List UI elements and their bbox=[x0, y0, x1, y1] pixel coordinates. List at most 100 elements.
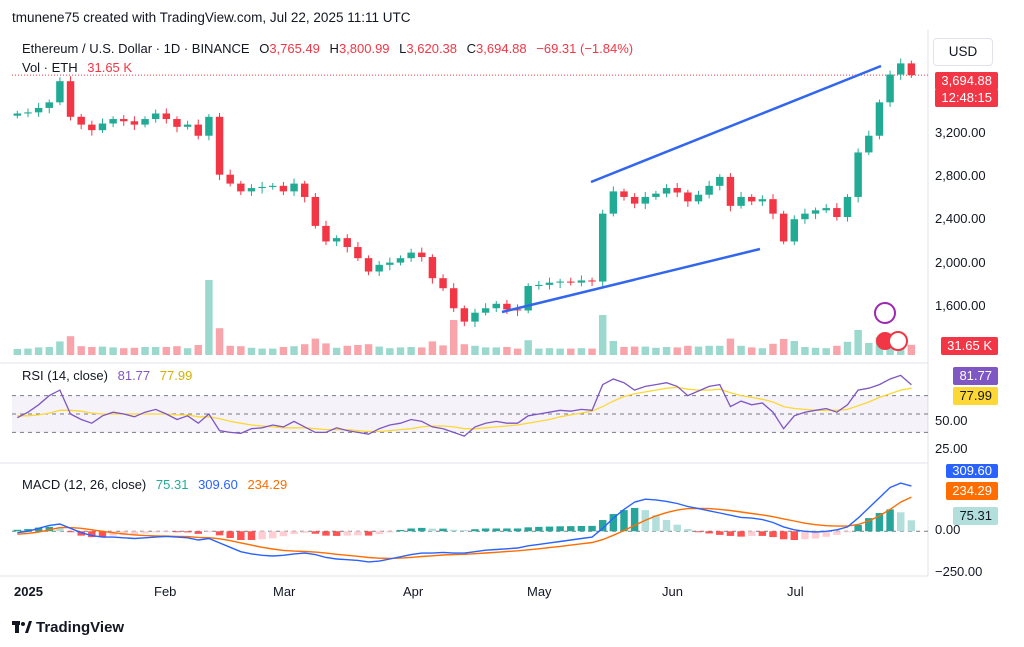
volume-bar bbox=[66, 336, 75, 355]
candle-body bbox=[56, 81, 64, 103]
volume-bar bbox=[322, 343, 330, 355]
macd-legend: MACD (12, 26, close) 75.31 309.60 234.29 bbox=[22, 477, 287, 492]
close-value: 3,694.88 bbox=[476, 41, 527, 56]
candle-body bbox=[77, 116, 85, 125]
candle-body bbox=[45, 102, 53, 108]
volume-bar bbox=[375, 346, 383, 355]
volume-bar bbox=[513, 348, 522, 355]
macd-histogram-bar bbox=[779, 531, 788, 540]
volume-bar bbox=[865, 343, 873, 355]
macd-histogram-bar bbox=[183, 531, 192, 533]
rsi-value: 81.77 bbox=[117, 368, 151, 383]
macd-histogram-bar bbox=[300, 531, 309, 533]
macd-histogram-bar bbox=[833, 531, 841, 535]
price-axis-label-3200: 3,200.00 bbox=[935, 125, 986, 140]
macd-histogram-bar bbox=[13, 529, 22, 532]
candle-body bbox=[545, 282, 554, 285]
macd-histogram-bar bbox=[45, 526, 53, 532]
volume-bar bbox=[567, 348, 575, 355]
volume-bar bbox=[141, 347, 149, 355]
candle-body bbox=[652, 193, 660, 197]
candle-body bbox=[396, 258, 405, 263]
volume-bar bbox=[13, 349, 22, 355]
macd-histogram-bar bbox=[226, 531, 234, 538]
volume-bar bbox=[737, 345, 745, 355]
volume-bar bbox=[790, 341, 799, 355]
macd-histogram-bar bbox=[205, 531, 213, 533]
candle-body bbox=[598, 213, 607, 282]
macd-histogram-bar bbox=[747, 531, 756, 536]
macd-axis-label-neg250: −250.00 bbox=[935, 564, 983, 579]
rsi-label: RSI (14, close) bbox=[22, 368, 108, 383]
volume-bar bbox=[535, 348, 543, 355]
symbol-name: Ethereum / U.S. Dollar · 1D · BINANCE bbox=[22, 41, 250, 56]
price-axis-label-2800: 2,800.00 bbox=[935, 168, 986, 183]
rsi-axis-label-25: 25.00 bbox=[935, 441, 968, 456]
volume-bar bbox=[407, 347, 415, 355]
macd-histogram-bar bbox=[471, 529, 479, 532]
macd-histogram-bar bbox=[907, 520, 916, 532]
volume-bar bbox=[439, 345, 447, 355]
macd-histogram-bar bbox=[726, 531, 735, 536]
legend-symbol: Ethereum / U.S. Dollar · 1D · BINANCE O3… bbox=[22, 41, 633, 56]
month-label-2025: 2025 bbox=[14, 584, 43, 599]
volume-bar bbox=[769, 343, 777, 355]
macd-histogram-bar bbox=[684, 529, 692, 532]
candle-body bbox=[747, 196, 756, 202]
macd-histogram-bar bbox=[98, 531, 107, 538]
macd-histogram-bar bbox=[354, 531, 362, 536]
macd-histogram-bar bbox=[56, 527, 64, 532]
candle-body bbox=[588, 280, 596, 282]
macd-histogram-bar bbox=[141, 531, 149, 534]
price-axis-label-2000: 2,000.00 bbox=[935, 255, 986, 270]
volume-bar bbox=[386, 348, 394, 355]
macd-histogram-bar bbox=[173, 531, 181, 533]
rsi-ma-tag: 77.99 bbox=[953, 387, 998, 405]
candle-body bbox=[854, 152, 862, 197]
volume-tag: 31.65 K bbox=[941, 337, 998, 355]
candle-body bbox=[577, 280, 586, 283]
macd-histogram-bar bbox=[386, 531, 394, 533]
macd-histogram-bar bbox=[428, 528, 437, 532]
macd-histogram-bar bbox=[332, 531, 341, 536]
candle-body bbox=[449, 288, 458, 309]
volume-bar bbox=[418, 347, 426, 355]
high-value: 3,800.99 bbox=[338, 41, 390, 56]
macd-histogram-bar bbox=[545, 526, 554, 532]
currency-button[interactable]: USD bbox=[933, 38, 993, 66]
volume-bar bbox=[716, 345, 724, 355]
candle-body bbox=[120, 119, 128, 122]
macd-histogram-bar bbox=[535, 526, 543, 532]
macd-histogram-bar bbox=[492, 528, 500, 532]
volume-bar bbox=[151, 347, 160, 355]
macd-histogram-bar bbox=[109, 531, 117, 536]
candle-body bbox=[194, 124, 202, 136]
histogram-tag: 75.31 bbox=[953, 507, 998, 525]
volume-bar bbox=[641, 346, 649, 355]
macd-histogram-bar bbox=[758, 531, 767, 536]
candle-body bbox=[460, 308, 469, 322]
volume-bar bbox=[854, 330, 862, 355]
rsi-legend: RSI (14, close) 81.77 77.99 bbox=[22, 368, 192, 383]
rsi-axis-label-50: 50.00 bbox=[935, 413, 968, 428]
macd-histogram-bar bbox=[609, 514, 618, 532]
macd-histogram-bar bbox=[322, 531, 330, 536]
volume-bar bbox=[130, 347, 139, 355]
volume-bar bbox=[24, 348, 32, 355]
candle-body bbox=[215, 116, 224, 175]
candle-body bbox=[247, 188, 256, 192]
month-label-jun: Jun bbox=[662, 584, 683, 599]
candle-body bbox=[332, 238, 341, 242]
candle-body bbox=[258, 186, 266, 189]
tradingview-logo[interactable]: TradingView bbox=[12, 619, 124, 636]
tradingview-logo-icon bbox=[12, 621, 32, 633]
lightning-event-icon bbox=[874, 302, 896, 324]
volume-bar bbox=[56, 341, 64, 355]
macd-histogram-bar bbox=[737, 531, 745, 537]
price-change: −69.31 (−1.84%) bbox=[536, 41, 634, 56]
volume-bar bbox=[205, 280, 213, 355]
volume-bar bbox=[471, 345, 479, 355]
volume-bar bbox=[811, 347, 820, 355]
volume-bar bbox=[577, 348, 586, 355]
